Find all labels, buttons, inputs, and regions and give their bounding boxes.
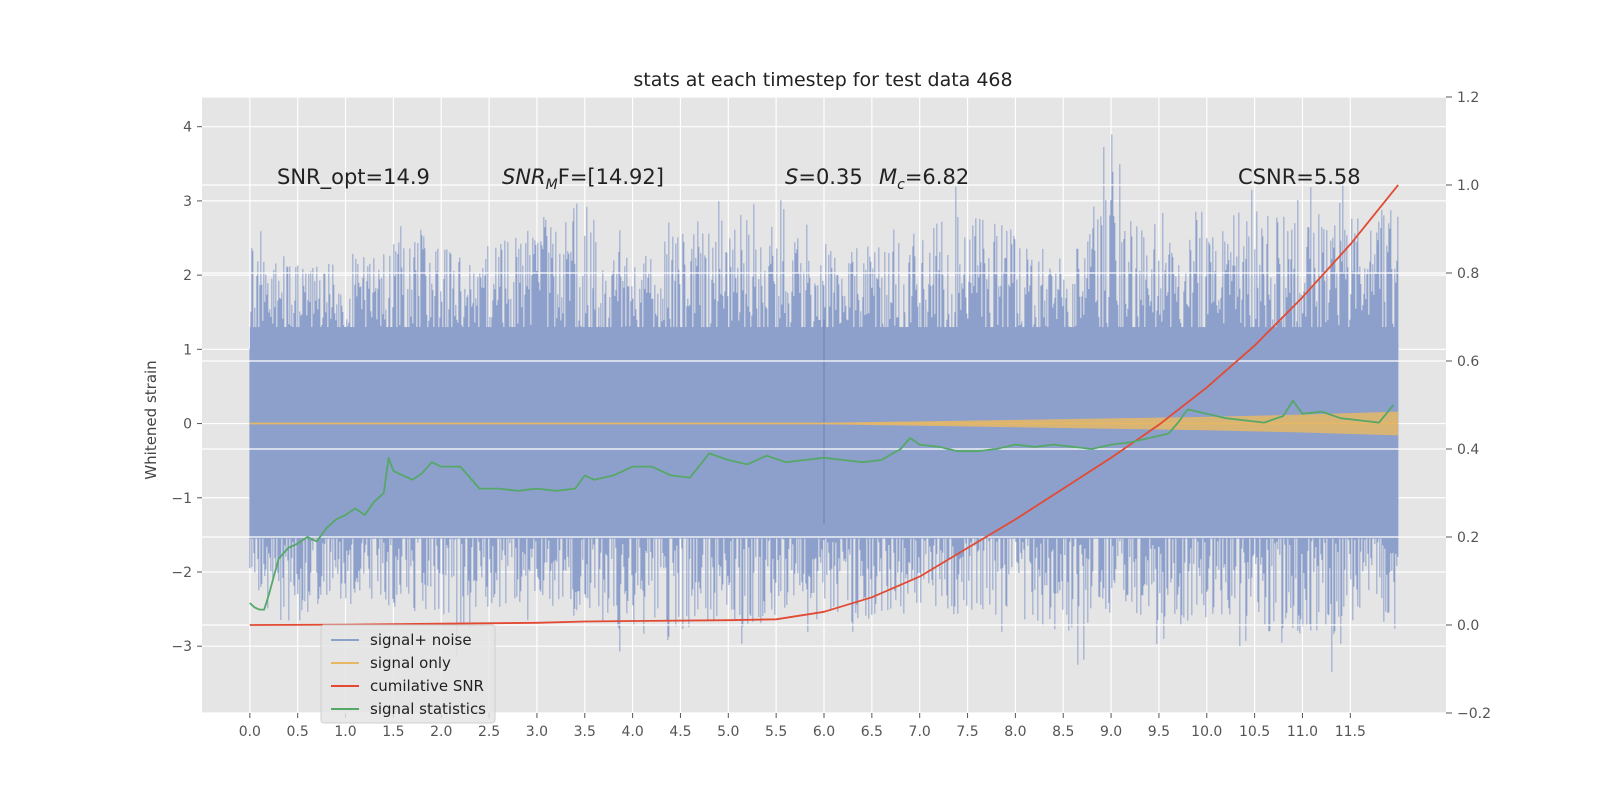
x-tick-label-20: 10.0	[1191, 724, 1222, 740]
legend-label-cumulative-snr: cumilative SNR	[370, 677, 484, 695]
x-tick-label-9: 4.5	[669, 724, 691, 740]
series-signal-plus-noise	[249, 134, 1399, 672]
annotation-s-val: =0.35	[798, 165, 862, 189]
y2-tick-label-2: 0.2	[1457, 530, 1479, 546]
x-tick-label-17: 8.5	[1052, 724, 1074, 740]
x-tick-label-21: 10.5	[1239, 724, 1270, 740]
annotation-mc-sub: c	[897, 177, 905, 193]
annotation-s: S=0.35	[785, 165, 863, 189]
annotation-snr-mf-var: SNR	[502, 165, 546, 189]
y-tick-label-0: −3	[171, 639, 192, 655]
y-tick-label-2: −1	[171, 491, 192, 507]
x-tick-label-12: 6.0	[813, 724, 835, 740]
x-tick-label-22: 11.0	[1287, 724, 1318, 740]
x-tick-label-15: 7.5	[956, 724, 978, 740]
y2-tick-label-4: 0.6	[1457, 354, 1479, 370]
x-tick-label-23: 11.5	[1335, 724, 1366, 740]
legend-item-signal-plus-noise: signal+ noise	[331, 631, 472, 649]
x-tick-label-14: 7.0	[909, 724, 931, 740]
y-tick-label-3: 0	[183, 417, 192, 433]
series-signal-only	[249, 411, 1399, 436]
x-tick-label-7: 3.5	[574, 724, 596, 740]
cumulative-snr-line	[249, 184, 1399, 626]
annotation-snr-mf-sub: M	[546, 177, 558, 193]
annotation-s-var: S	[785, 165, 798, 189]
y2-tick-label-7: 1.2	[1457, 90, 1479, 106]
legend-item-signal-only: signal only	[331, 654, 451, 672]
y2-tick-label-6: 1.0	[1457, 178, 1479, 194]
y-tick-label-5: 2	[183, 268, 192, 284]
x-tick-label-10: 5.0	[717, 724, 739, 740]
series-signal-statistics	[249, 399, 1395, 611]
y2-tick-label-3: 0.4	[1457, 442, 1479, 458]
legend-item-signal-statistics: signal statistics	[331, 700, 486, 718]
y2-tick-label-0: −0.2	[1457, 706, 1491, 722]
legend: signal+ noise signal only cumilative SNR…	[320, 624, 496, 724]
annotation-snr-mf-rest: F=[14.92]	[558, 165, 664, 189]
x-tick-label-6: 3.0	[526, 724, 548, 740]
y-tick-label-6: 3	[183, 194, 192, 210]
annotation-snr-opt: SNR_opt=14.9	[277, 165, 430, 190]
legend-label-signal-plus-noise: signal+ noise	[370, 631, 472, 649]
x-tick-label-4: 2.0	[430, 724, 452, 740]
x-tick-label-1: 0.5	[287, 724, 309, 740]
legend-item-cumulative-snr: cumilative SNR	[331, 677, 484, 695]
x-tick-label-16: 8.0	[1004, 724, 1026, 740]
y2-tick-label-1: 0.0	[1457, 618, 1479, 634]
annotation-mc-val: =6.82	[905, 165, 969, 189]
x-tick-label-0: 0.0	[239, 724, 261, 740]
signal-statistics-line	[249, 399, 1395, 611]
y-axis-right: −0.2 0.0 0.2 0.4 0.6 0.8 1.0 1.2	[1446, 90, 1491, 722]
x-tick-label-18: 9.0	[1100, 724, 1122, 740]
y-tick-label-1: −2	[171, 565, 192, 581]
x-tick-label-11: 5.5	[765, 724, 787, 740]
x-axis: 0.0 0.5 1.0 1.5 2.0 2.5 3.0 3.5 4.0 4.5 5.0 5.5 6.0 6…	[239, 713, 1366, 740]
x-tick-label-3: 1.5	[382, 724, 404, 740]
annotation-csnr: CSNR=5.58	[1238, 165, 1361, 189]
y-tick-label-7: 4	[183, 120, 192, 136]
x-tick-label-19: 9.5	[1148, 724, 1170, 740]
series-cumulative-snr	[249, 184, 1399, 626]
y-tick-label-4: 1	[183, 342, 192, 358]
annotations: SNR_opt=14.9 SNRMF=[14.92] S=0.35 Mc=6.8…	[277, 165, 1361, 193]
x-tick-label-5: 2.5	[478, 724, 500, 740]
x-tick-label-2: 1.0	[334, 724, 356, 740]
annotation-mc: Mc=6.82	[879, 165, 969, 193]
y-axis-left: −3 −2 −1 0 1 2 3 4	[171, 120, 202, 655]
annotation-snr-mf: SNRMF=[14.92]	[502, 165, 664, 193]
y-axis-label: Whitened strain	[142, 360, 160, 479]
legend-label-signal-only: signal only	[370, 654, 451, 672]
x-tick-label-13: 6.5	[861, 724, 883, 740]
x-tick-label-8: 4.0	[621, 724, 643, 740]
chart-title: stats at each timestep for test data 468	[633, 69, 1012, 91]
annotation-mc-var: M	[879, 165, 897, 189]
y2-tick-label-5: 0.8	[1457, 266, 1479, 282]
legend-label-signal-statistics: signal statistics	[370, 700, 486, 718]
